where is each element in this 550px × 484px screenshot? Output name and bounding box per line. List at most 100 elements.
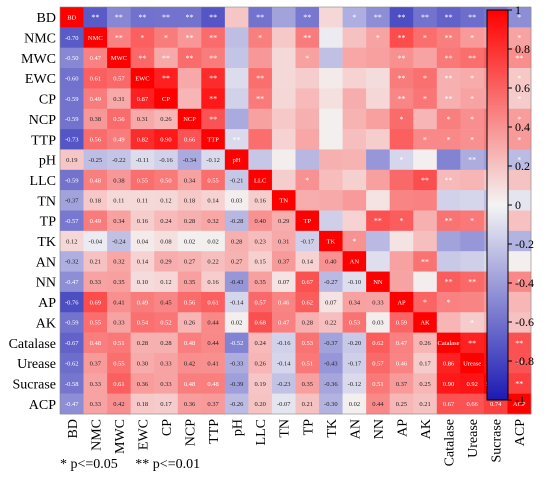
heatmap-cell bbox=[413, 108, 438, 130]
correlation-value: 0.42 bbox=[184, 360, 195, 367]
heatmap-cell bbox=[83, 271, 108, 293]
heatmap-cell bbox=[319, 129, 343, 150]
heatmap-cell bbox=[60, 312, 84, 333]
heatmap-cell bbox=[224, 332, 249, 354]
diagonal-label: CP bbox=[162, 96, 170, 103]
heatmap-cell bbox=[319, 291, 343, 313]
heatmap-cell bbox=[248, 393, 273, 415]
correlation-value: -0.47 bbox=[65, 279, 79, 286]
heatmap-cell bbox=[154, 7, 179, 28]
correlation-value: 0.11 bbox=[113, 198, 124, 205]
correlation-value: 0.26 bbox=[184, 320, 196, 327]
heatmap-cell bbox=[201, 230, 226, 252]
heatmap-cell bbox=[460, 108, 485, 130]
row-label: AN bbox=[36, 255, 56, 270]
heatmap-cell bbox=[154, 210, 179, 232]
heatmap-cell bbox=[107, 251, 131, 272]
correlation-value: 0.59 bbox=[396, 320, 407, 327]
heatmap-cell bbox=[271, 210, 296, 232]
correlation-value: 0.37 bbox=[278, 259, 290, 266]
correlation-value: 0.47 bbox=[90, 55, 102, 62]
correlation-value: -0.36 bbox=[324, 381, 338, 388]
correlation-value: 0.16 bbox=[137, 218, 149, 225]
correlation-value: 0.21 bbox=[419, 401, 430, 408]
heatmap-cell bbox=[295, 149, 320, 171]
heatmap-cell bbox=[295, 352, 320, 374]
correlation-value: 0.51 bbox=[372, 381, 383, 388]
significance-mark: ** bbox=[421, 13, 429, 22]
heatmap-cell bbox=[366, 68, 390, 89]
heatmap-cell bbox=[271, 129, 296, 150]
heatmap-cell bbox=[248, 251, 273, 272]
heatmap-cell bbox=[271, 291, 296, 313]
heatmap-cell bbox=[248, 7, 273, 28]
row-label: TK bbox=[37, 235, 56, 250]
diagonal-label: EWC bbox=[135, 76, 149, 83]
correlation-value: 0.19 bbox=[66, 157, 77, 164]
heatmap-cell bbox=[177, 230, 202, 252]
heatmap-cell bbox=[154, 393, 179, 415]
correlation-value: 0.38 bbox=[113, 177, 124, 184]
correlation-value: 0.25 bbox=[419, 381, 430, 388]
heatmap-cell bbox=[83, 68, 108, 89]
heatmap-cell bbox=[248, 108, 273, 130]
heatmap-cell bbox=[342, 393, 367, 415]
significance-mark: * bbox=[517, 135, 521, 144]
row-label: pH bbox=[39, 154, 56, 169]
heatmap-cell bbox=[224, 312, 249, 333]
correlation-value: 0.28 bbox=[231, 238, 242, 245]
heatmap-cell bbox=[366, 251, 390, 272]
correlation-value: 0.12 bbox=[160, 279, 171, 286]
row-label: NMC bbox=[24, 32, 56, 47]
correlation-value: 0.02 bbox=[207, 238, 218, 245]
heatmap-cell bbox=[83, 190, 108, 211]
heatmap-cell bbox=[436, 149, 461, 171]
significance-mark: * bbox=[517, 74, 521, 83]
heatmap-cell bbox=[60, 393, 84, 415]
correlation-value: -0.59 bbox=[65, 116, 79, 123]
heatmap-cell bbox=[60, 210, 84, 232]
significance-mark: * bbox=[423, 298, 427, 307]
heatmap-cell bbox=[60, 27, 84, 48]
row-label: EWC bbox=[25, 72, 56, 87]
heatmap-cell bbox=[507, 190, 532, 211]
heatmap-cell bbox=[271, 88, 296, 110]
heatmap-cell bbox=[60, 251, 84, 272]
heatmap-cell bbox=[342, 352, 367, 374]
heatmap-cell bbox=[436, 373, 461, 394]
heatmap-cell bbox=[177, 7, 202, 28]
correlation-value: 0.28 bbox=[160, 340, 171, 347]
column-label: CP bbox=[160, 419, 175, 436]
heatmap-cell bbox=[366, 149, 390, 171]
heatmap-cell bbox=[83, 332, 108, 354]
heatmap-cell bbox=[366, 129, 390, 150]
correlation-value: 0.48 bbox=[90, 177, 101, 184]
heatmap-cell bbox=[130, 210, 155, 232]
correlation-value: 0.45 bbox=[160, 299, 171, 306]
significance-mark: ** bbox=[397, 95, 405, 104]
significance-mark: ** bbox=[421, 257, 429, 266]
heatmap-cell bbox=[436, 332, 461, 354]
column-label: NN bbox=[372, 419, 387, 439]
correlation-value: 0.57 bbox=[372, 360, 384, 367]
heatmap-cell bbox=[319, 169, 343, 191]
heatmap-cell bbox=[295, 230, 320, 252]
heatmap-cell bbox=[319, 7, 343, 28]
heatmap-cell bbox=[342, 312, 367, 333]
heatmap-cell bbox=[201, 88, 226, 110]
correlation-value: 0.44 bbox=[207, 320, 219, 327]
correlation-value: 0.44 bbox=[207, 340, 219, 347]
significance-mark: ** bbox=[515, 339, 523, 348]
heatmap-cell bbox=[271, 169, 296, 191]
heatmap-cell bbox=[154, 169, 179, 191]
correlation-value: -0.52 bbox=[230, 340, 244, 347]
significance-mark: ** bbox=[138, 13, 146, 22]
heatmap-cell bbox=[319, 312, 343, 333]
correlation-value: 0.82 bbox=[137, 137, 148, 144]
colorbar-tick-label: -0.4 bbox=[515, 276, 534, 290]
heatmap-cell bbox=[436, 210, 461, 232]
correlation-value: 0.51 bbox=[302, 360, 313, 367]
heatmap-cell bbox=[154, 88, 179, 110]
correlation-value: 0.57 bbox=[113, 76, 125, 83]
column-label: Urease bbox=[466, 419, 481, 458]
